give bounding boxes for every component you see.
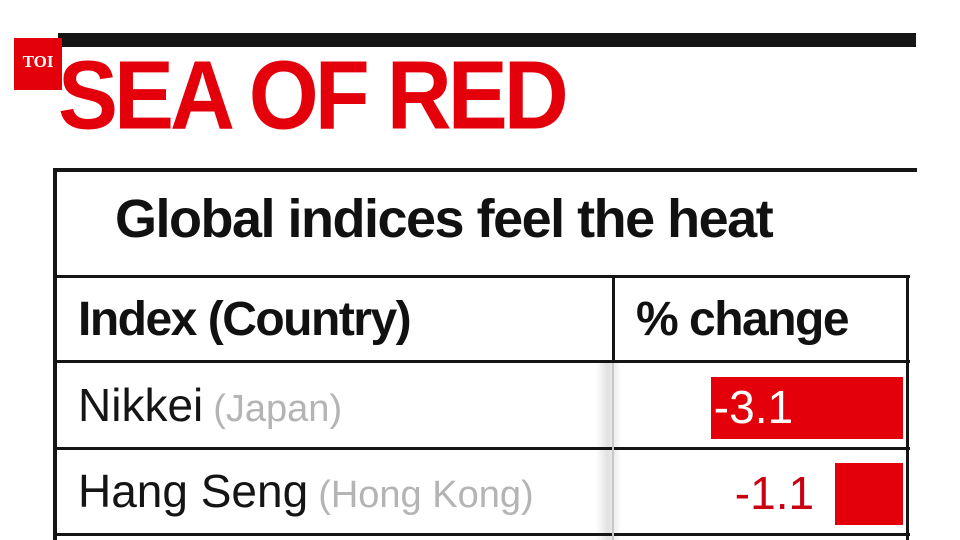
value-label-hang-seng: -1.1 xyxy=(734,467,815,519)
bar-hang-seng xyxy=(834,463,903,525)
row-1-bottom-rule xyxy=(53,447,910,450)
bar-nikkei xyxy=(710,377,903,439)
country-name: (Japan) xyxy=(213,388,343,430)
index-name: Hang Seng xyxy=(78,465,309,517)
row-nikkei-label: Nikkei (Japan) xyxy=(78,377,342,437)
row-hang-seng-label: Hang Seng (Hong Kong) xyxy=(78,463,534,523)
column-divider-lower xyxy=(612,363,614,540)
panel-left-border xyxy=(53,168,57,540)
headline: SEA OF RED xyxy=(58,42,569,150)
header-bottom-rule xyxy=(53,360,910,363)
country-name: (Hong Kong) xyxy=(318,474,534,516)
column-divider xyxy=(612,275,615,363)
value-label-nikkei: -3.1 xyxy=(713,381,794,433)
chart-title: Global indices feel the heat xyxy=(115,189,774,249)
index-name: Nikkei xyxy=(78,379,204,431)
column-header-index: Index (Country) xyxy=(78,293,412,346)
fold-shadow xyxy=(596,362,620,540)
top-rule xyxy=(58,33,916,47)
column-header-change: % change xyxy=(636,293,850,346)
row-2-bottom-rule xyxy=(53,533,910,536)
table-right-rule xyxy=(906,275,909,540)
toi-logo: TOI xyxy=(14,38,62,90)
table-top-rule xyxy=(53,275,910,278)
panel-top-border xyxy=(53,168,917,172)
